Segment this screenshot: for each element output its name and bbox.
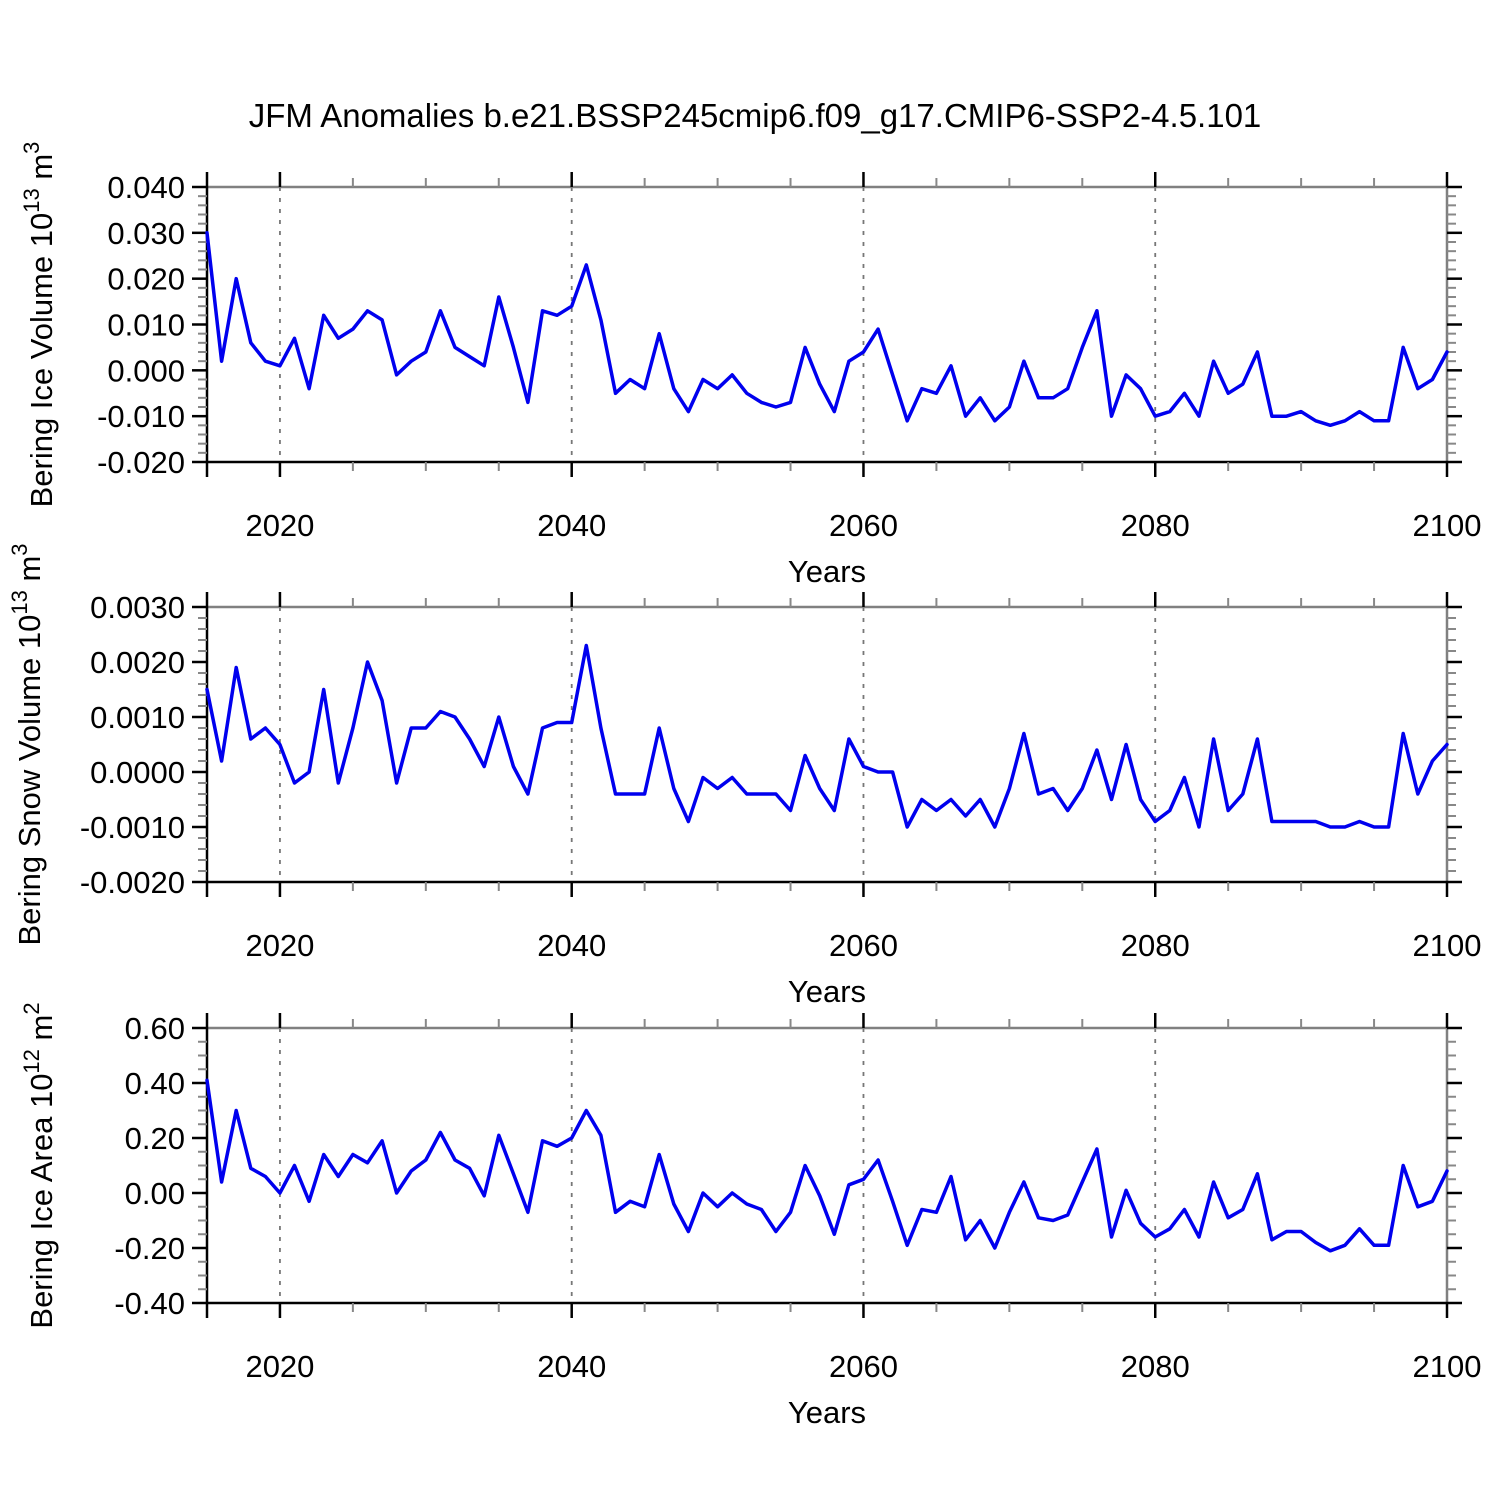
y-tick-label: 0.030 xyxy=(107,216,185,251)
x-axis-title: Years xyxy=(788,1395,866,1430)
subplot-ice-volume: 2020 2040 2060 2080 2100 Years 0.040 0.030 0.020… xyxy=(19,142,1481,589)
plot-border-primary xyxy=(205,607,1447,884)
figure-title: JFM Anomalies b.e21.BSSP245cmip6.f09_g17… xyxy=(249,97,1262,134)
x-axis-title: Years xyxy=(788,554,866,589)
y-tick-label: -0.20 xyxy=(114,1231,185,1266)
y-tick-label: 0.0000 xyxy=(90,755,185,790)
x-axis-title: Years xyxy=(788,974,866,1009)
y-tick-label: -0.010 xyxy=(97,399,185,434)
y-tick-label: -0.0010 xyxy=(80,810,185,845)
x-tick-label: 2100 xyxy=(1413,928,1482,963)
plot-border-primary xyxy=(205,1028,1447,1305)
y-axis-title: Bering Snow Volume 1013​ m3​ xyxy=(7,543,47,945)
y-axis-title: Bering Ice Area 1012​ m2​ xyxy=(19,1002,59,1328)
y-tick-label: 0.000 xyxy=(107,353,185,388)
subplot-ice-area: 2020 2040 2060 2080 2100 Years 0.60 0.40 0.20 0.0… xyxy=(19,1002,1481,1430)
y-tick-label: -0.020 xyxy=(97,445,185,480)
x-tick-label: 2100 xyxy=(1413,1349,1482,1384)
x-tick-label: 2060 xyxy=(829,928,898,963)
x-tick-label: 2100 xyxy=(1413,508,1482,543)
plot-border-secondary xyxy=(207,1026,1449,1303)
x-tick-label: 2020 xyxy=(245,928,314,963)
y-tick-label: 0.40 xyxy=(125,1066,185,1101)
data-line xyxy=(205,231,1449,428)
x-tick-label: 2080 xyxy=(1121,508,1190,543)
x-tick-label: 2040 xyxy=(537,1349,606,1384)
y-tick-label: 0.0010 xyxy=(90,700,185,735)
data-line xyxy=(205,1078,1449,1253)
x-tick-label: 2060 xyxy=(829,1349,898,1384)
data-line xyxy=(205,643,1449,829)
y-tick-label: 0.60 xyxy=(125,1011,185,1046)
x-tick-label: 2020 xyxy=(245,508,314,543)
y-tick-label: -0.0020 xyxy=(80,865,185,900)
plot-border-secondary xyxy=(207,605,1449,882)
y-tick-label: 0.0030 xyxy=(90,590,185,625)
x-tick-label: 2080 xyxy=(1121,1349,1190,1384)
y-tick-label: 0.0020 xyxy=(90,645,185,680)
x-tick-label: 2040 xyxy=(537,928,606,963)
x-tick-label: 2060 xyxy=(829,508,898,543)
y-tick-label: 0.00 xyxy=(125,1176,185,1211)
subplot-snow-volume: 2020 2040 2060 2080 2100 Years 0.0030 0.0020 0.0… xyxy=(7,543,1481,1009)
x-tick-label: 2080 xyxy=(1121,928,1190,963)
x-tick-label: 2040 xyxy=(537,508,606,543)
plot-border-primary xyxy=(205,187,1447,464)
y-axis-title: Bering Ice Volume 1013​ m3​ xyxy=(19,142,59,508)
y-tick-label: 0.010 xyxy=(107,308,185,343)
y-tick-label: 0.020 xyxy=(107,262,185,297)
plot-border-secondary xyxy=(207,185,1449,462)
y-tick-label: 0.20 xyxy=(125,1121,185,1156)
y-tick-label: 0.040 xyxy=(107,170,185,205)
x-tick-label: 2020 xyxy=(245,1349,314,1384)
y-tick-label: -0.40 xyxy=(114,1286,185,1321)
